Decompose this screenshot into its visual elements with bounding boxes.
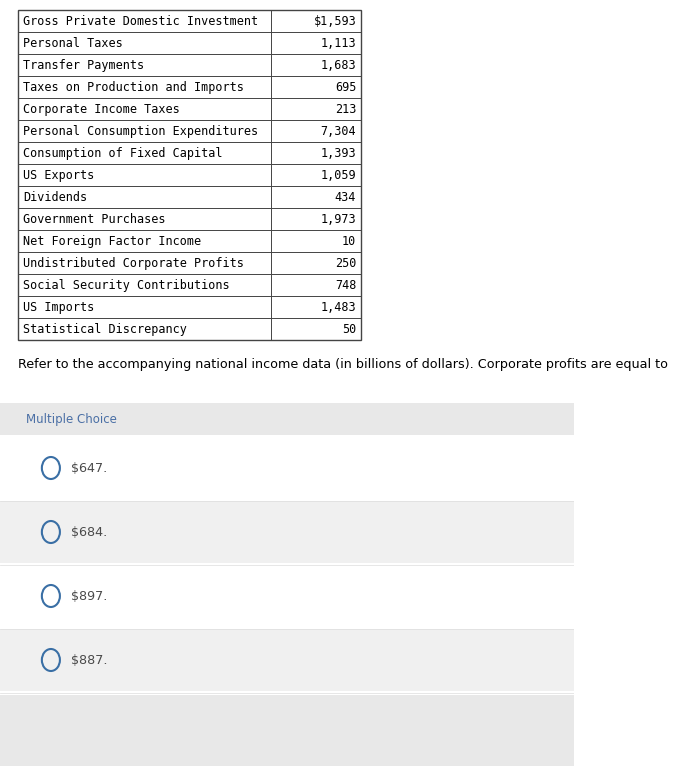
Text: Refer to the accompanying national income data (in billions of dollars). Corpora: Refer to the accompanying national incom… [18,358,668,371]
Text: US Imports: US Imports [23,300,94,313]
Bar [0,437,574,499]
Text: 50: 50 [342,322,356,336]
Text: Net Foreign Factor Income: Net Foreign Factor Income [23,234,201,247]
Text: US Exports: US Exports [23,169,94,182]
Text: 1,113: 1,113 [321,37,356,50]
Text: Taxes on Production and Imports: Taxes on Production and Imports [23,80,244,93]
Text: Corporate Income Taxes: Corporate Income Taxes [23,103,180,116]
Text: 748: 748 [335,279,356,292]
Bar [0,695,574,766]
Text: 1,483: 1,483 [321,300,356,313]
Text: $897.: $897. [71,590,107,603]
Text: Gross Private Domestic Investment: Gross Private Domestic Investment [23,15,258,28]
Text: 250: 250 [335,257,356,270]
Text: $684.: $684. [71,525,107,538]
Text: 695: 695 [335,80,356,93]
Text: Dividends: Dividends [23,191,87,204]
Text: Personal Taxes: Personal Taxes [23,37,123,50]
Text: 1,059: 1,059 [321,169,356,182]
Text: 1,683: 1,683 [321,58,356,71]
Text: Undistributed Corporate Profits: Undistributed Corporate Profits [23,257,244,270]
Bar [0,501,574,563]
Text: Government Purchases: Government Purchases [23,212,166,225]
Text: 434: 434 [335,191,356,204]
Text: Social Security Contributions: Social Security Contributions [23,279,229,292]
Bar [18,10,361,340]
Bar [0,403,574,435]
Text: Transfer Payments: Transfer Payments [23,58,144,71]
Text: $647.: $647. [71,461,107,474]
Text: Consumption of Fixed Capital: Consumption of Fixed Capital [23,146,222,159]
Text: Personal Consumption Expenditures: Personal Consumption Expenditures [23,125,258,138]
Bar [0,565,574,627]
Bar [0,629,574,691]
Text: 1,973: 1,973 [321,212,356,225]
Text: Multiple Choice: Multiple Choice [27,413,117,425]
Text: 1,393: 1,393 [321,146,356,159]
Text: 10: 10 [342,234,356,247]
Text: $1,593: $1,593 [313,15,356,28]
Text: Statistical Discrepancy: Statistical Discrepancy [23,322,187,336]
Text: 7,304: 7,304 [321,125,356,138]
Text: $887.: $887. [71,653,107,666]
Text: 213: 213 [335,103,356,116]
